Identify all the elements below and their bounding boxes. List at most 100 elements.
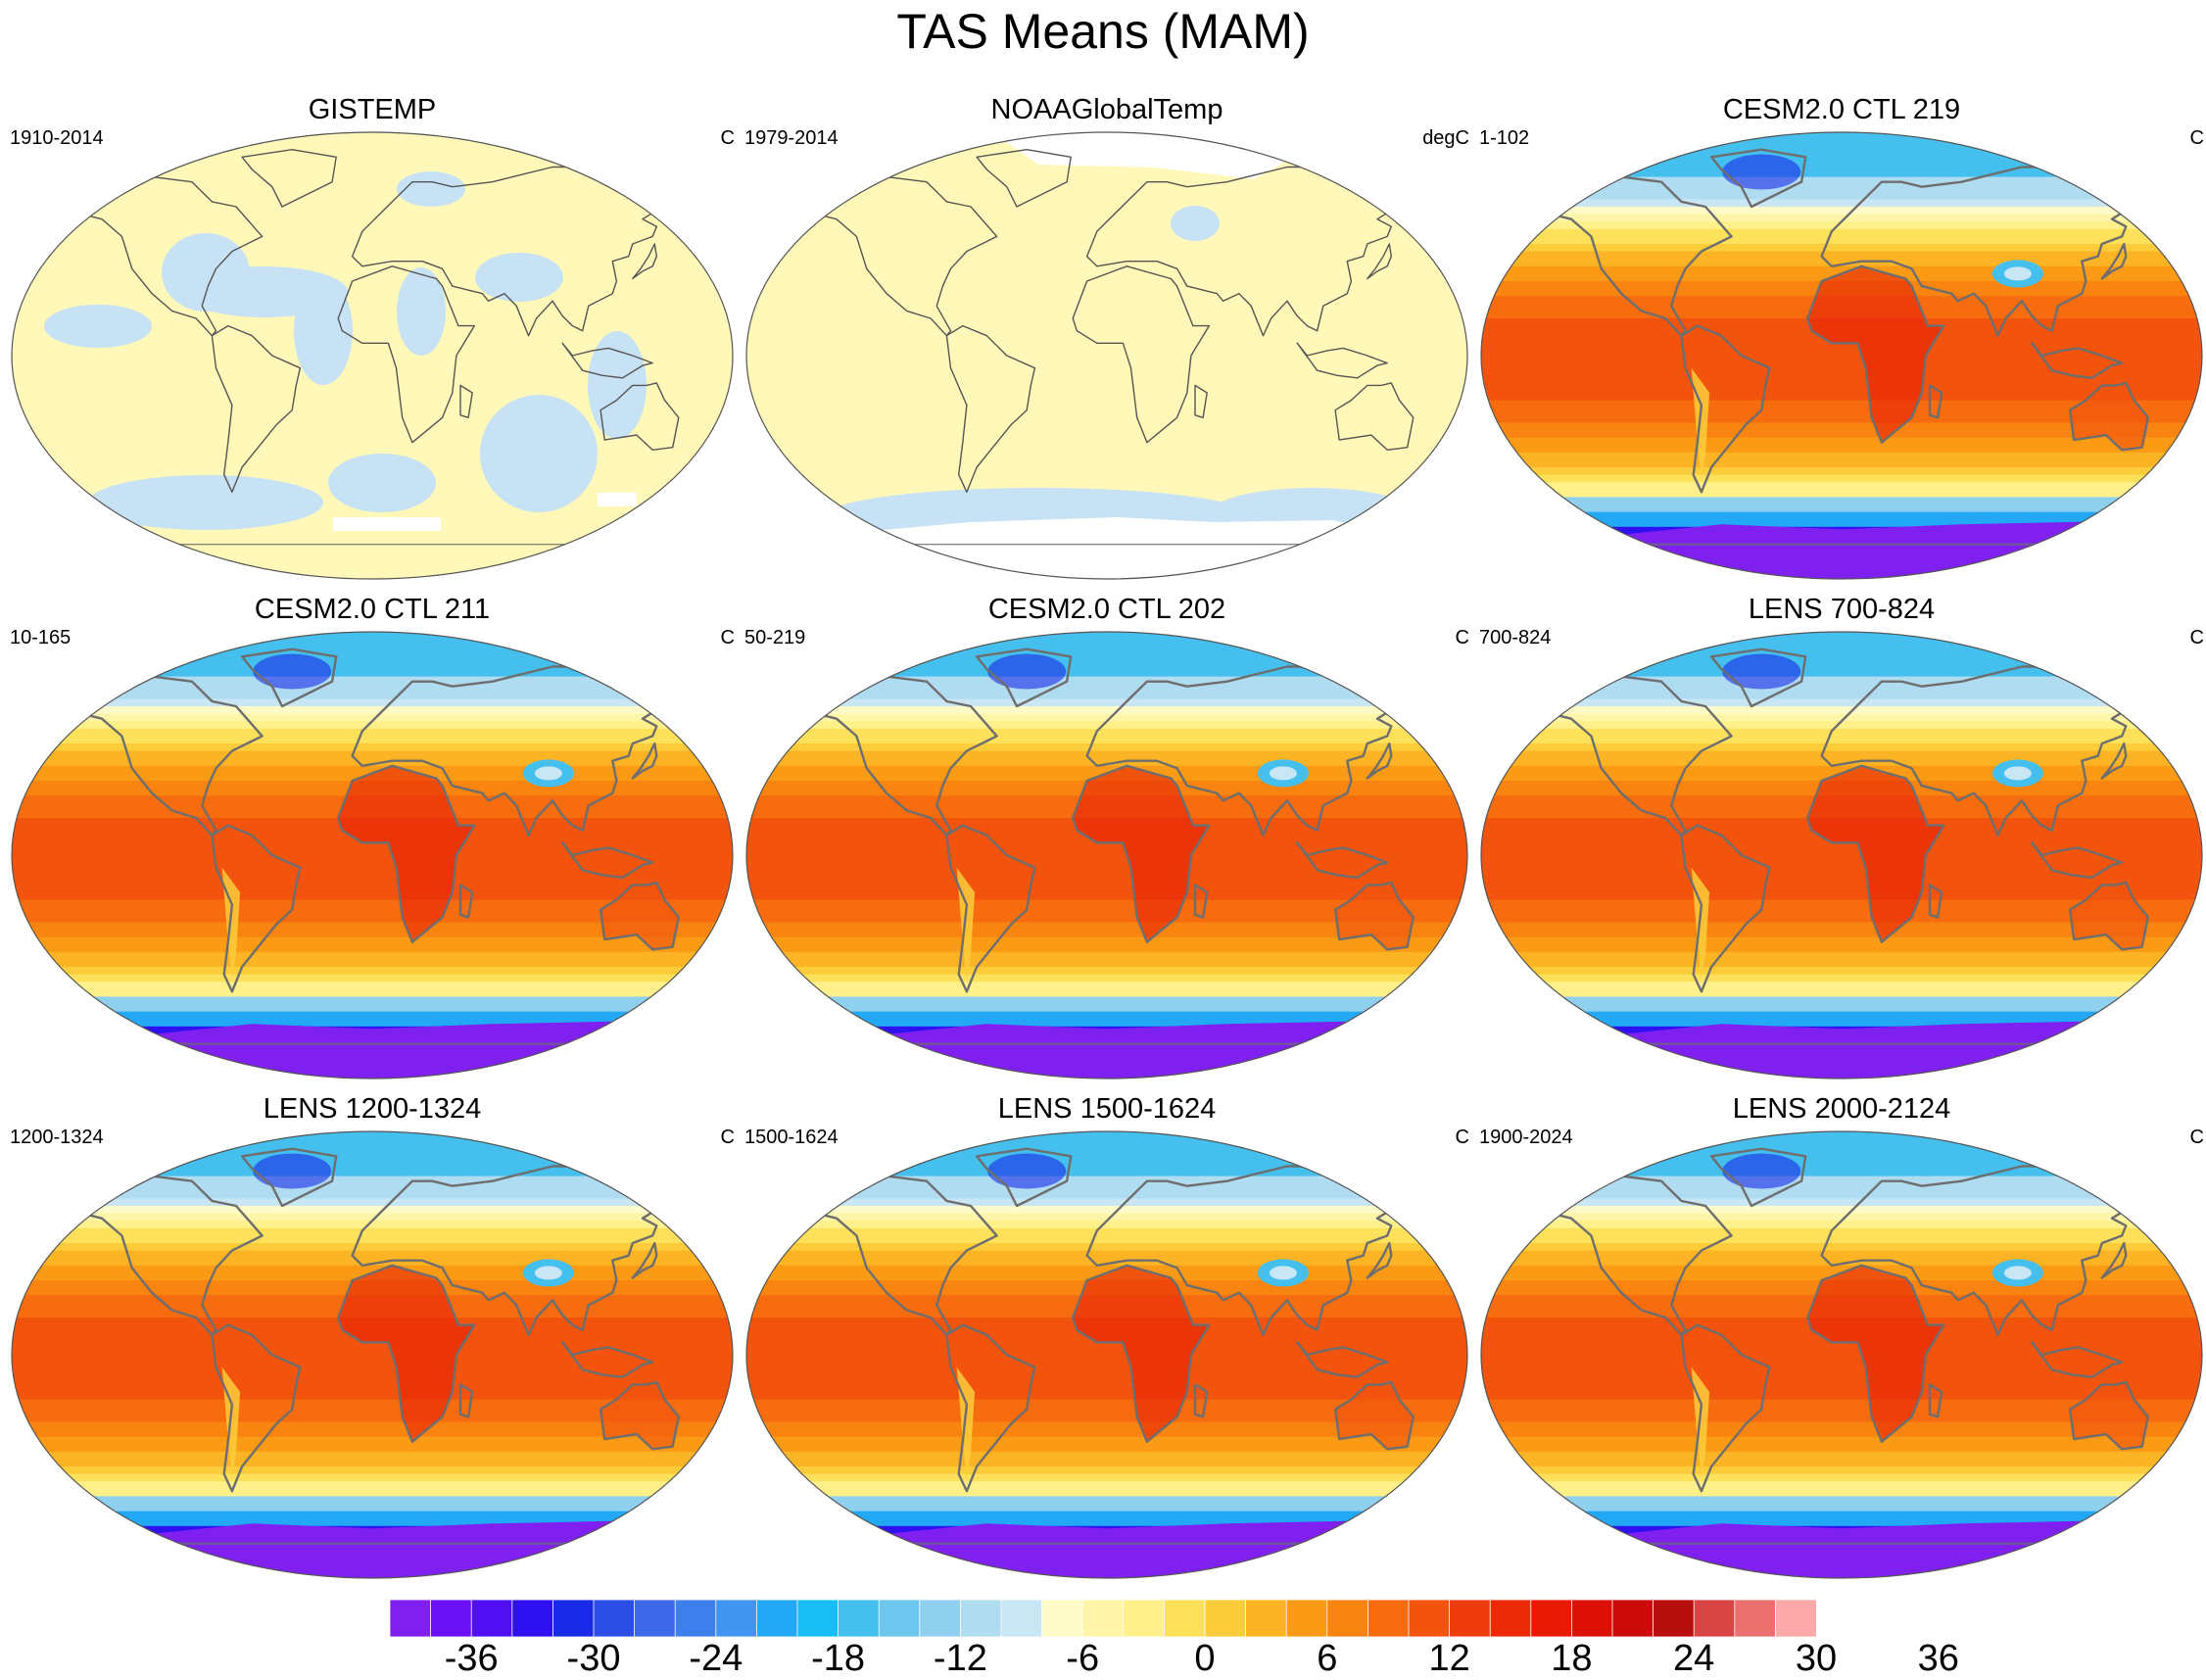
colorbar-tick-label: -6 <box>1066 1638 1100 1679</box>
cool-anomaly-regions <box>44 171 647 531</box>
panel-title: CESM2.0 CTL 211 <box>254 594 491 625</box>
colorbar-tick-label: 36 <box>1917 1638 1959 1679</box>
panel-units-label: C <box>1455 1127 1469 1148</box>
map-border <box>745 131 1468 580</box>
colorbar-box <box>674 1600 717 1637</box>
map-panel: NOAAGlobalTemp 1979-2014 degC <box>744 93 1469 583</box>
colorbar-box <box>1041 1600 1083 1637</box>
colorbar-box <box>1408 1600 1451 1637</box>
colorbar-tick-label: -36 <box>444 1638 499 1679</box>
colorbar-box <box>919 1600 962 1637</box>
world-map <box>745 631 1468 1080</box>
colorbar-box <box>960 1600 1002 1637</box>
map-border <box>11 631 734 1080</box>
colorbar-box <box>838 1600 881 1637</box>
panel-units-label: C <box>720 1127 735 1148</box>
map-panel: LENS 1200-1324 1200-1324 C <box>10 1092 735 1582</box>
colorbar-box <box>1000 1600 1043 1637</box>
map-border <box>1480 1130 2203 1579</box>
panel-period-label: 10-165 <box>10 627 72 648</box>
colorbar-box <box>1164 1600 1206 1637</box>
temperature-field <box>12 1131 733 1578</box>
colorbar-box <box>1204 1600 1247 1637</box>
panel-units-label: C <box>720 127 735 149</box>
map-border <box>1480 631 2203 1080</box>
temperature-field <box>1481 632 2202 1079</box>
world-map <box>11 131 734 580</box>
colorbar-box <box>390 1600 432 1637</box>
colorbar-box <box>715 1600 758 1637</box>
map-border <box>745 1130 1468 1579</box>
colorbar-tick-label: 0 <box>1194 1638 1216 1679</box>
panel-title: LENS 700-824 <box>1748 594 1936 625</box>
colorbar-tick-label: 6 <box>1317 1638 1338 1679</box>
temperature-field <box>1481 132 2202 579</box>
colorbar-box <box>1326 1600 1369 1637</box>
colorbar-tick-label: -18 <box>811 1638 866 1679</box>
panel-period-label: 1900-2024 <box>1479 1127 1573 1148</box>
colorbar-tick-label: -24 <box>689 1638 743 1679</box>
map-panel: CESM2.0 CTL 202 50-219 C <box>744 593 1469 1082</box>
world-map <box>1480 631 2203 1080</box>
colorbar-box <box>1611 1600 1654 1637</box>
panel-units-label: C <box>1455 627 1469 648</box>
map-panel: GISTEMP 1910-2014 C <box>10 93 735 583</box>
colorbar-box <box>1367 1600 1410 1637</box>
panel-title: NOAAGlobalTemp <box>990 94 1223 125</box>
map-border <box>11 1130 734 1579</box>
colorbar-box <box>1245 1600 1287 1637</box>
figure-title: TAS Means (MAM) <box>896 4 1310 59</box>
panel-period-label: 700-824 <box>1479 627 1552 648</box>
temperature-field <box>746 1131 1467 1578</box>
panel-period-label: 1-102 <box>1479 127 1530 149</box>
map-panel: LENS 1500-1624 1500-1624 C <box>744 1092 1469 1582</box>
panel-period-label: 1500-1624 <box>744 1127 839 1148</box>
colorbar-box <box>1530 1600 1573 1637</box>
world-map <box>745 1130 1468 1579</box>
panel-period-label: 50-219 <box>744 627 806 648</box>
panel-period-label: 1979-2014 <box>744 127 839 149</box>
panel-title: LENS 1500-1624 <box>997 1093 1217 1125</box>
temperature-field <box>746 632 1467 1079</box>
panel-units-label: C <box>2189 127 2204 149</box>
colorbar-box <box>1123 1600 1166 1637</box>
colorbar-tick-label: -12 <box>933 1638 987 1679</box>
colorbar-box <box>1571 1600 1613 1637</box>
colorbar-box <box>1734 1600 1777 1637</box>
map-border <box>745 631 1468 1080</box>
colorbar-box <box>1653 1600 1695 1637</box>
panel-units-label: C <box>2189 1127 2204 1148</box>
colorbar-box <box>1285 1600 1328 1637</box>
colorbar-box <box>1489 1600 1532 1637</box>
colorbar-box <box>430 1600 472 1637</box>
panel-title: CESM2.0 CTL 202 <box>987 594 1226 625</box>
colorbar-box <box>511 1600 554 1637</box>
panel-period-label: 1200-1324 <box>10 1127 104 1148</box>
map-panel: CESM2.0 CTL 219 1-102 C <box>1479 93 2204 583</box>
world-map <box>1480 1130 2203 1579</box>
panel-units-label: degC <box>1422 127 1469 149</box>
panel-title: GISTEMP <box>308 94 437 125</box>
world-map <box>745 131 1468 580</box>
colorbar-box <box>1081 1600 1125 1637</box>
colorbar-tick-label: 24 <box>1673 1638 1715 1679</box>
colorbar-tick-label: 18 <box>1551 1638 1593 1679</box>
colorbar-box <box>1693 1600 1736 1637</box>
colorbar-box <box>878 1600 921 1637</box>
panel-units-label: C <box>2189 627 2204 648</box>
colorbar <box>390 1600 1816 1637</box>
colorbar-tick-label: -30 <box>566 1638 621 1679</box>
colorbar-tick-label: 30 <box>1795 1638 1838 1679</box>
colorbar-box <box>552 1600 595 1637</box>
colorbar-box <box>593 1600 636 1637</box>
world-map <box>11 1130 734 1579</box>
colorbar-box <box>1449 1600 1491 1637</box>
colorbar-tick-label: 12 <box>1428 1638 1470 1679</box>
map-panel: CESM2.0 CTL 211 10-165 C <box>10 593 735 1082</box>
colorbar-box <box>796 1600 839 1637</box>
world-map <box>1480 131 2203 580</box>
panel-title: CESM2.0 CTL 219 <box>1722 94 1961 125</box>
panel-units-label: C <box>720 627 735 648</box>
colorbar-box <box>470 1600 513 1637</box>
world-map <box>11 631 734 1080</box>
